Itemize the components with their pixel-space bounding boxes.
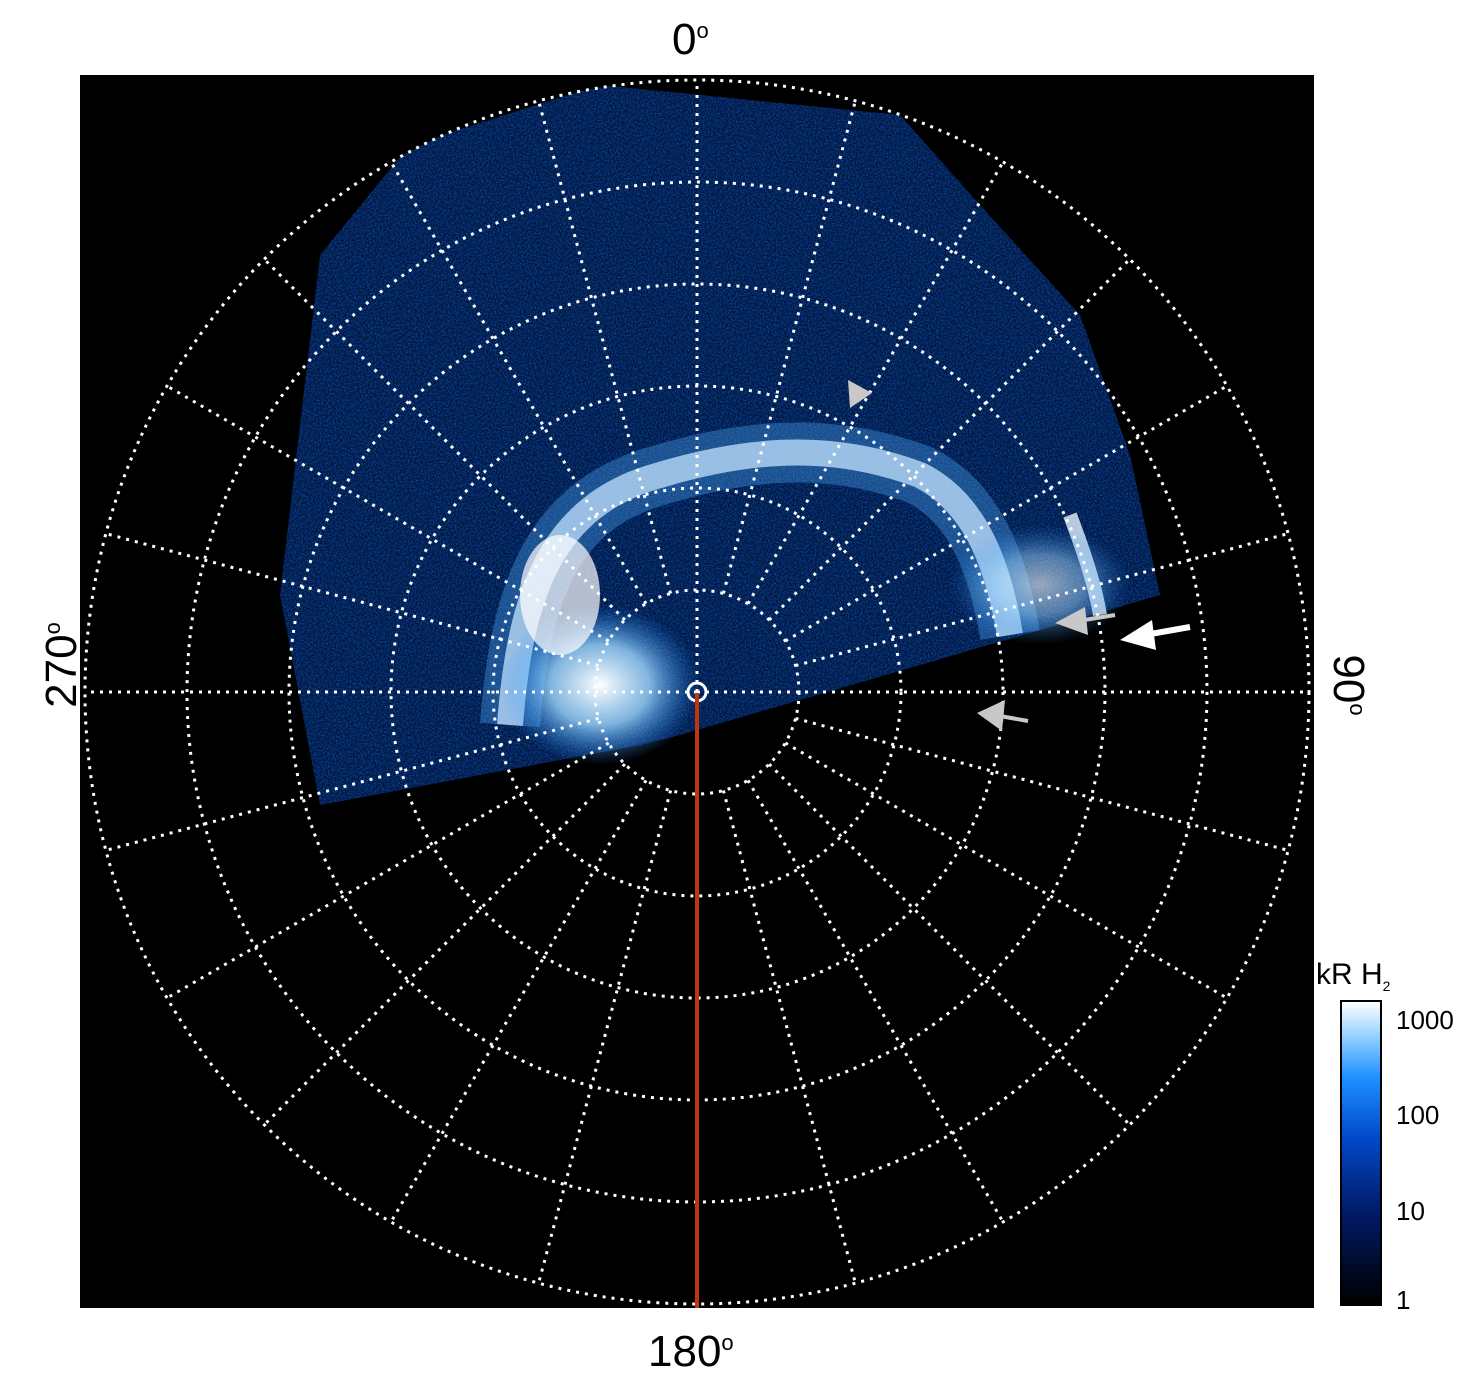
longitude-line — [166, 741, 610, 1000]
longitude-line — [768, 763, 1131, 1126]
longitude-label-90: 90o — [1320, 640, 1373, 730]
degree-symbol: o — [696, 18, 709, 43]
longitude-line — [389, 779, 648, 1223]
longitude-line — [263, 258, 626, 621]
longitude-0-value: 0 — [672, 15, 697, 64]
colorbar-tick-10: 10 — [1396, 1196, 1425, 1226]
longitude-line — [768, 258, 1131, 621]
white-arrow — [1120, 620, 1191, 650]
emission-region — [280, 85, 1160, 805]
longitude-line — [721, 790, 857, 1284]
degree-symbol: o — [40, 622, 65, 635]
longitude-line — [105, 532, 599, 668]
longitude-270-value: 270 — [37, 634, 86, 708]
longitude-line — [721, 100, 857, 594]
longitude-line — [537, 790, 673, 1284]
longitude-line — [784, 384, 1228, 643]
longitude-line — [166, 384, 610, 643]
longitude-line — [746, 161, 1005, 605]
degree-symbol: o — [1345, 703, 1370, 716]
longitude-line — [795, 532, 1289, 668]
colorbar-unit: kR H — [1316, 958, 1383, 991]
degree-symbol: o — [721, 1330, 734, 1355]
auroral-polar-projection — [80, 75, 1314, 1308]
longitude-label-180: 180o — [648, 1330, 734, 1374]
longitude-line — [746, 779, 1005, 1223]
colorbar-tick-100: 100 — [1396, 1100, 1440, 1130]
colorbar-unit-subscript: 2 — [1382, 978, 1391, 994]
colorbar — [1340, 1000, 1382, 1306]
longitude-line — [537, 100, 673, 594]
grey-arrow-middle — [1055, 607, 1116, 635]
longitude-line — [795, 716, 1289, 852]
polar-grid — [83, 78, 1311, 1306]
longitude-label-0: 0o — [672, 18, 709, 62]
colorbar-tick-1000: 1000 — [1396, 1005, 1454, 1035]
grey-arrow-lower — [977, 700, 1029, 731]
colorbar-title: kR H2 — [1316, 958, 1390, 994]
longitude-line — [263, 763, 626, 1126]
longitude-180-value: 180 — [648, 1327, 722, 1376]
colorbar-tick-1: 1 — [1396, 1285, 1411, 1315]
longitude-line — [784, 741, 1228, 1000]
polar-plot-svg — [83, 78, 1311, 1308]
longitude-line — [389, 161, 648, 605]
annotation-arrows — [848, 380, 1191, 731]
longitude-line — [105, 716, 599, 852]
longitude-90-value: 90 — [1324, 654, 1373, 704]
grey-arrowhead-upper — [848, 380, 872, 408]
